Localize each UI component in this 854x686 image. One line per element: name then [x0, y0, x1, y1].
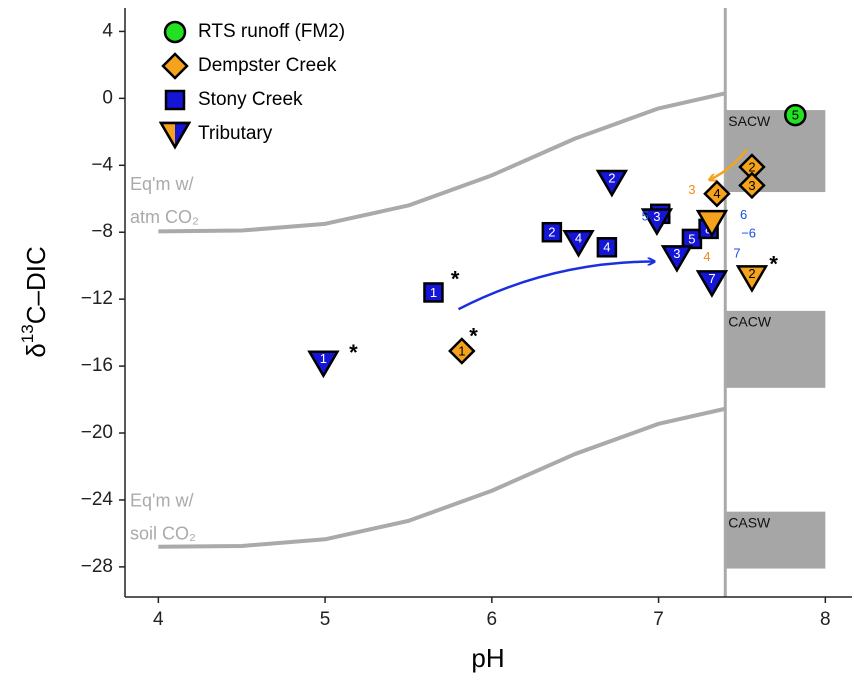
- legend-label: Tributary: [198, 123, 273, 144]
- point-label: 2: [548, 225, 555, 240]
- x-tick-label: 7: [653, 609, 664, 630]
- point: [423, 282, 444, 303]
- equilibrium-curve: [158, 91, 726, 234]
- annotation: 4: [703, 249, 710, 264]
- y-tick-label: −28: [81, 556, 113, 577]
- legend-label: Stony Creek: [198, 89, 303, 110]
- point: [695, 209, 729, 238]
- point-label: 5: [688, 231, 695, 246]
- region-label: SACW: [728, 113, 771, 129]
- point-label: 2: [748, 266, 755, 281]
- point: [640, 208, 674, 236]
- annotation: 5: [642, 209, 649, 224]
- point-label: 1: [458, 343, 465, 358]
- legend-label: Dempster Creek: [198, 55, 337, 76]
- point: [541, 221, 563, 243]
- y-tick-label: −4: [91, 154, 113, 175]
- point: [738, 171, 766, 200]
- x-tick-label: 8: [820, 609, 831, 630]
- point-label: 4: [713, 186, 720, 201]
- y-axis-label: δ13C–DIC: [18, 246, 50, 357]
- annotation: 7: [733, 245, 740, 260]
- point-label: 4: [603, 240, 610, 255]
- legend-label: RTS runoff (FM2): [198, 21, 345, 42]
- x-tick-label: 4: [153, 609, 164, 630]
- annotation: 6: [740, 207, 747, 222]
- x-axis-label: pH: [471, 643, 504, 673]
- arrow: [457, 262, 653, 311]
- region-label: CACW: [728, 314, 772, 330]
- x-tick-label: 5: [320, 609, 331, 630]
- point: [703, 179, 731, 208]
- point: [562, 230, 595, 258]
- point: [784, 103, 807, 127]
- region-box: [725, 511, 826, 569]
- point-label: 4: [575, 231, 582, 246]
- point: [161, 52, 189, 80]
- y-tick-label: −20: [81, 422, 113, 443]
- y-tick-label: −12: [81, 288, 113, 309]
- y-tick-label: −16: [81, 355, 113, 376]
- annotation: *: [451, 267, 460, 292]
- point-label: 3: [748, 178, 755, 193]
- point: [307, 350, 340, 379]
- y-tick-label: −8: [91, 221, 113, 242]
- point-label: 1: [320, 351, 327, 366]
- point: [158, 121, 192, 150]
- annotation: *: [769, 252, 778, 277]
- annotation: *: [349, 340, 358, 365]
- curve-label: Eq'm w/: [130, 174, 193, 194]
- equilibrium-curve: [158, 406, 726, 549]
- y-label-sup: 13: [18, 324, 37, 343]
- point-label: 2: [608, 170, 615, 185]
- point: [695, 270, 729, 298]
- y-label-part: C–DIC: [21, 246, 51, 324]
- region-box: [725, 110, 826, 193]
- y-label-part: δ: [21, 343, 51, 357]
- annotation: −6: [741, 225, 756, 240]
- point: [596, 237, 618, 258]
- point-label: 3: [673, 246, 680, 261]
- curve-label: atm CO₂: [130, 207, 199, 227]
- point-label: 7: [708, 271, 715, 286]
- point: [660, 245, 694, 273]
- x-tick-label: 6: [487, 609, 498, 630]
- point: [595, 169, 629, 198]
- y-tick-label: −24: [81, 489, 114, 510]
- region-label: CASW: [728, 514, 771, 530]
- point-label: 5: [792, 108, 799, 123]
- curve-label: Eq'm w/: [130, 490, 193, 510]
- point: [164, 89, 186, 111]
- annotation: 3: [688, 182, 695, 197]
- point: [448, 337, 476, 365]
- arrow: [710, 148, 748, 179]
- y-tick-label: 4: [102, 20, 113, 41]
- curve-label: soil CO₂: [130, 523, 196, 543]
- point: [163, 20, 187, 44]
- point: [735, 265, 769, 293]
- y-tick-label: 0: [102, 87, 113, 108]
- point-label: 1: [430, 285, 437, 300]
- annotation: *: [469, 323, 478, 348]
- region-box: [725, 310, 826, 388]
- point-label: 3: [653, 209, 660, 224]
- point-label: 2: [748, 159, 755, 174]
